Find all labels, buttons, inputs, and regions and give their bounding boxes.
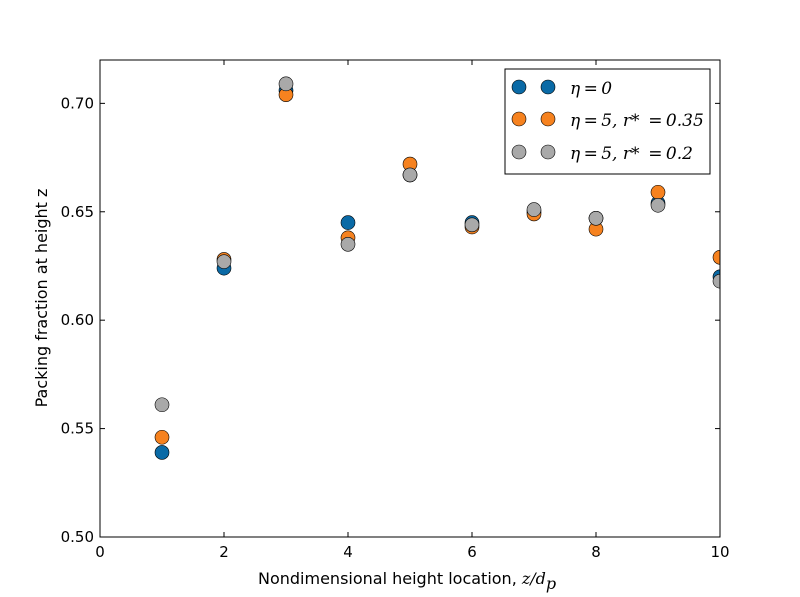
x-tick-label-2: 2 [219, 543, 229, 561]
x-axis-label: Nondimensional height location, z/dp [258, 569, 556, 593]
data-point-series3-x10 [712, 273, 720, 289]
legend-marker-series1-2 [540, 79, 556, 95]
legend-box [504, 68, 711, 175]
y-tick-label-0.5: 0.50 [61, 528, 94, 546]
legend-marker-series2-1 [511, 111, 527, 127]
data-point-series3-x3 [278, 76, 294, 92]
legend-label-eta5-r035: η = 5, r* = 0.35 [570, 111, 704, 131]
data-point-series3-x6 [464, 217, 480, 233]
legend: η = 0 η = 5, r* = 0.35 η = 5, r* = 0.2 [504, 68, 711, 175]
legend-marker-series3-2 [540, 144, 556, 160]
legend-marker-series3-1 [511, 144, 527, 160]
y-tick-label-0.55: 0.55 [61, 420, 94, 438]
y-axis-label: Packing fraction at height z [32, 189, 51, 408]
y-tick-label-0.7: 0.70 [61, 94, 94, 112]
data-point-series3-x7 [526, 202, 542, 217]
x-axis-label-math: z/d [521, 569, 546, 588]
data-point-series2-x1 [154, 429, 170, 445]
axis-ticks: 0 2 4 6 8 10 0.50 0.55 0.60 0.65 0.70 [61, 60, 730, 561]
data-points [154, 76, 720, 460]
data-point-series3-x5 [402, 167, 418, 183]
x-tick-label-4: 4 [343, 543, 353, 561]
data-point-series2-x10 [712, 250, 720, 265]
legend-markers [511, 79, 556, 160]
data-point-series3-x2 [216, 254, 232, 269]
legend-label-eta0: η = 0 [570, 79, 612, 99]
data-point-series2-x9 [650, 184, 666, 200]
legend-label-eta5-r02: η = 5, r* = 0.2 [570, 144, 693, 164]
data-point-series1-x4 [340, 215, 356, 230]
x-tick-label-0: 0 [95, 543, 105, 561]
data-point-series1-x1 [154, 445, 170, 460]
data-point-series3-x8 [588, 210, 604, 226]
x-tick-label-10: 10 [710, 543, 729, 561]
x-axis-label-sub: p [546, 574, 556, 593]
x-tick-label-8: 8 [591, 543, 601, 561]
legend-marker-series2-2 [540, 111, 556, 127]
data-point-series3-x9 [650, 197, 666, 213]
data-point-series3-x4 [340, 237, 356, 252]
data-point-series3-x1 [154, 397, 170, 413]
legend-marker-series1-1 [511, 79, 527, 95]
x-tick-label-6: 6 [467, 543, 477, 561]
plot-frame [99, 59, 721, 538]
y-tick-label-0.6: 0.60 [61, 311, 94, 329]
y-tick-label-0.65: 0.65 [61, 203, 94, 221]
